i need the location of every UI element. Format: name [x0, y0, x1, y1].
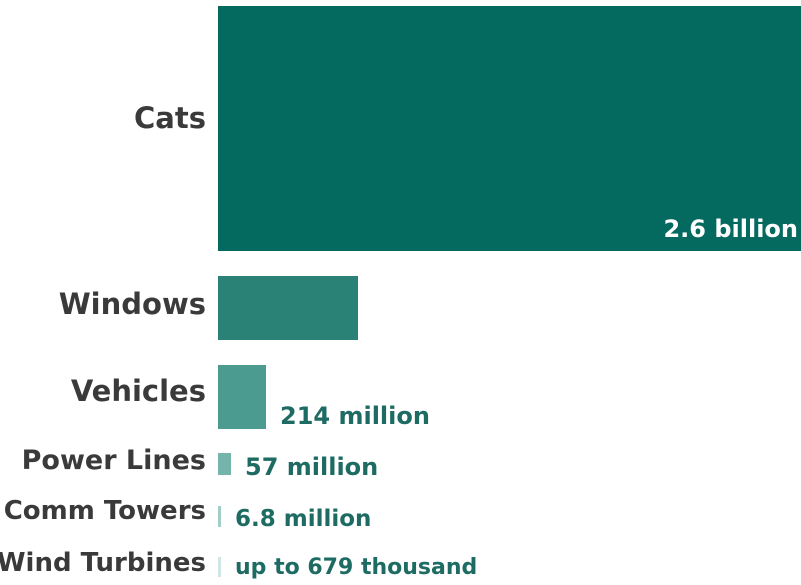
category-label-wind-turbines: Wind Turbines: [0, 550, 206, 576]
category-label-cats: Cats: [134, 104, 206, 133]
category-label-vehicles: Vehicles: [71, 377, 206, 406]
bar-windows: [218, 276, 358, 340]
value-label-comm-towers: 6.8 million: [235, 508, 371, 531]
category-label-power-lines: Power Lines: [22, 447, 206, 474]
bar-comm-towers: [218, 506, 221, 527]
value-label-windows: 624 million: [648, 310, 798, 334]
value-label-wind-turbines: up to 679 thousand: [235, 557, 477, 579]
bar-wind-turbines: [218, 557, 221, 577]
value-label-power-lines: 57 million: [245, 455, 378, 479]
bar-vehicles: [218, 365, 266, 429]
bar-power-lines: [218, 453, 231, 475]
value-label-cats: 2.6 billion: [663, 217, 798, 241]
category-label-windows: Windows: [59, 290, 206, 319]
value-label-vehicles: 214 million: [280, 404, 430, 428]
category-label-comm-towers: Comm Towers: [4, 498, 206, 524]
